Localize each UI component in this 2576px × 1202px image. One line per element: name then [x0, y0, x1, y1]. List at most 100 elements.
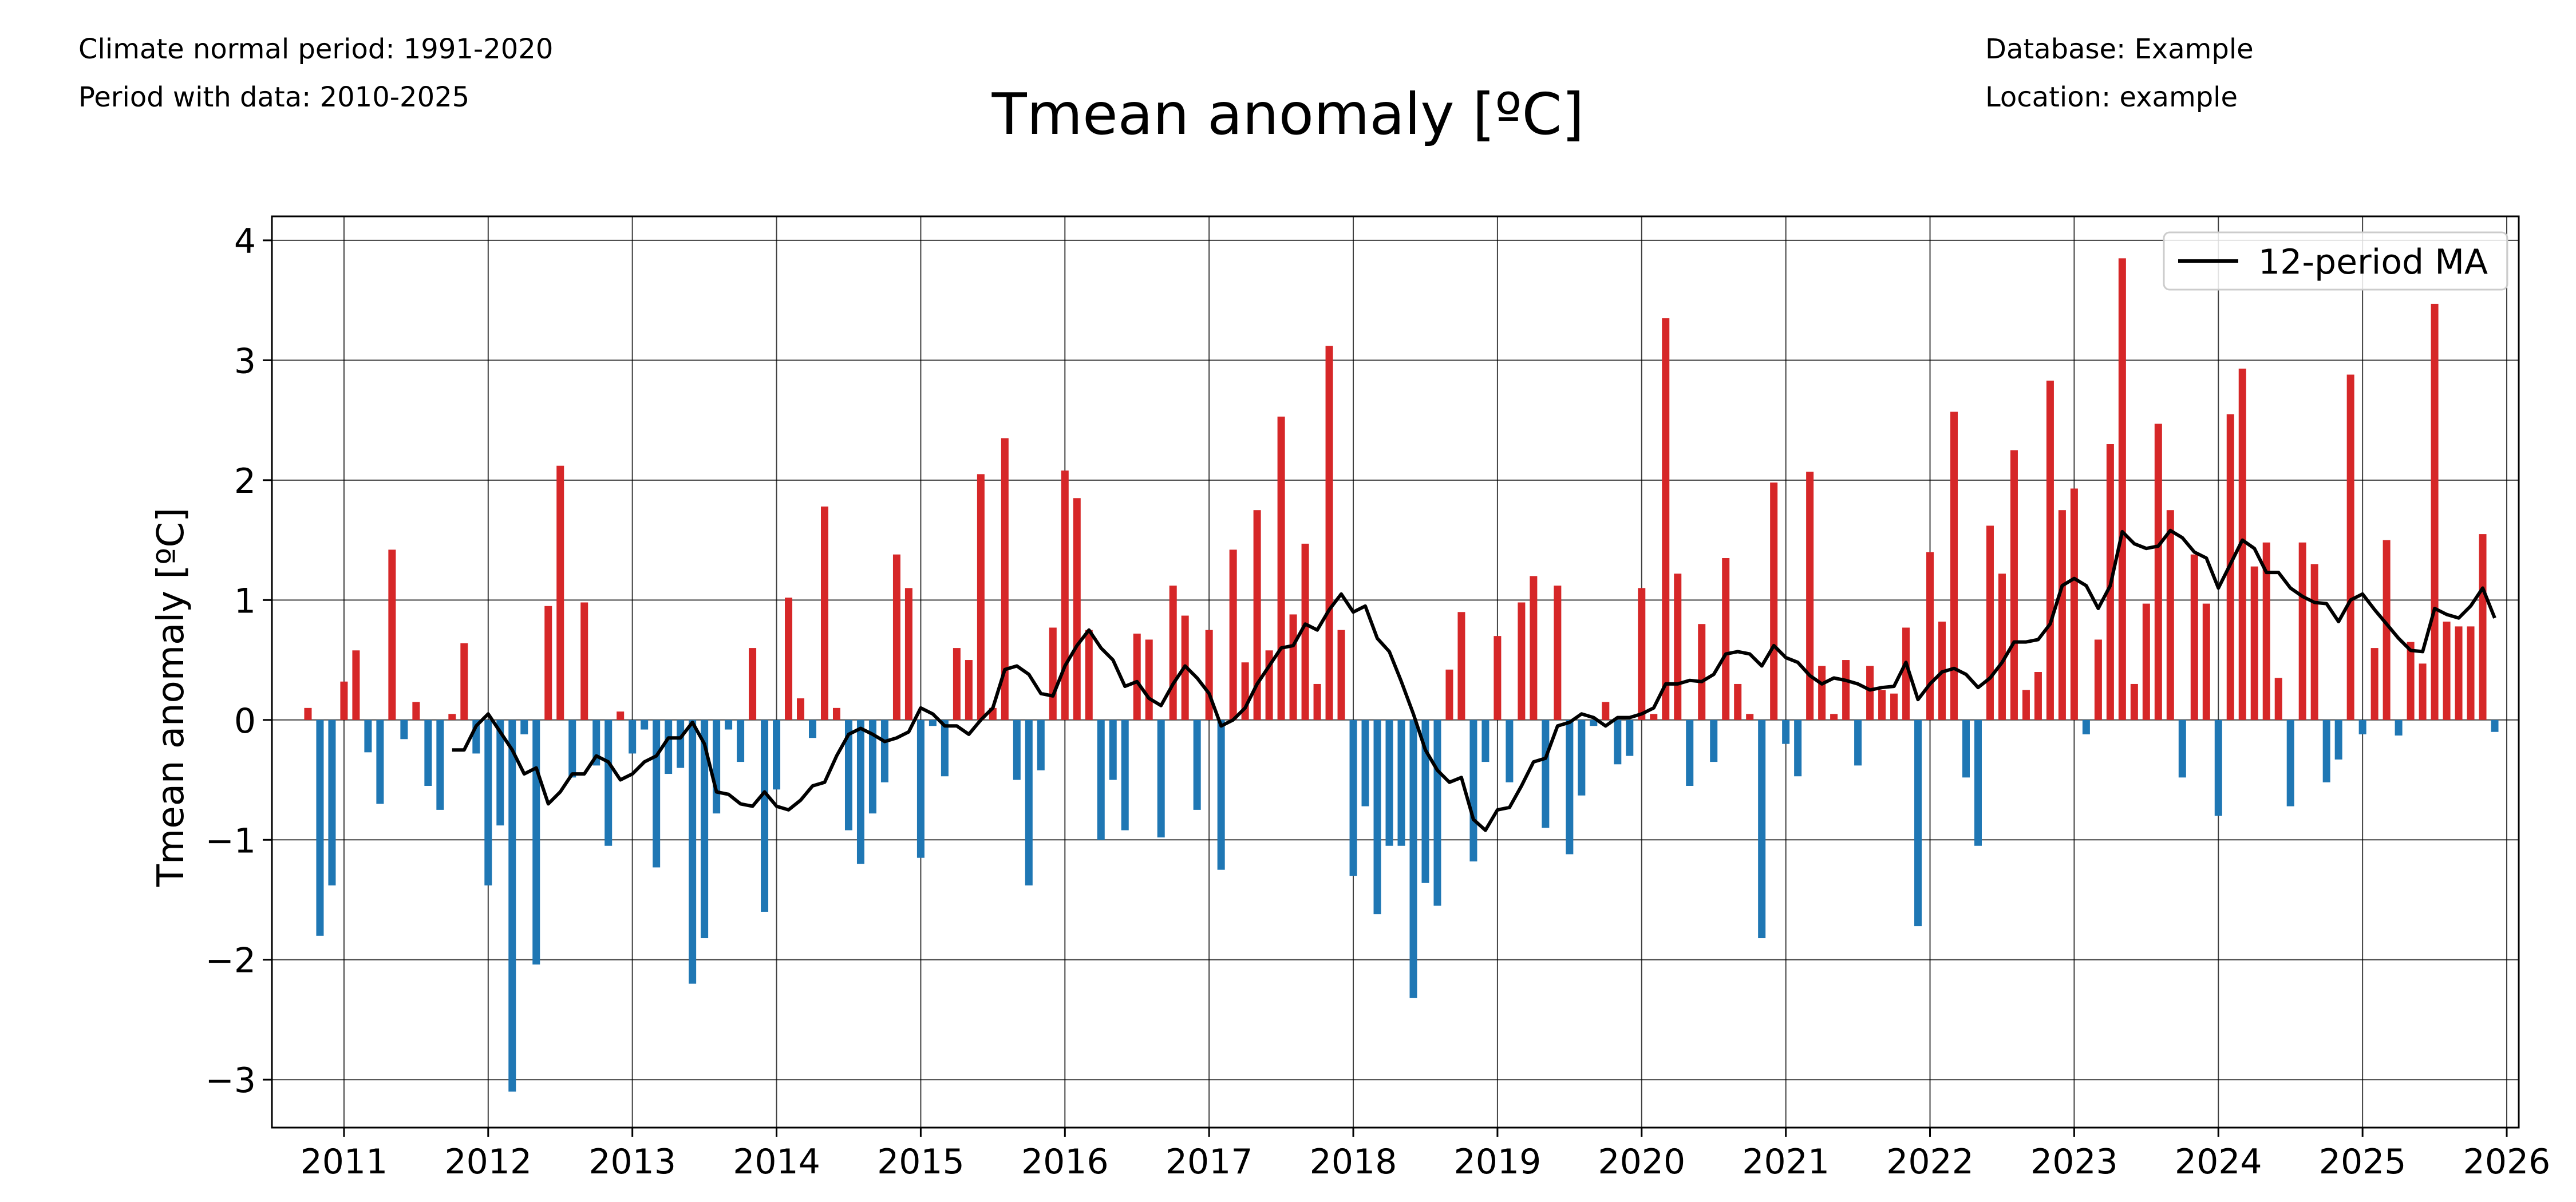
anomaly-bar: [1878, 690, 1886, 720]
anomaly-bar: [2250, 566, 2258, 720]
anomaly-bar: [1998, 574, 2006, 720]
anomaly-bar: [1866, 666, 1874, 720]
anomaly-bar: [1157, 719, 1165, 838]
anomaly-bar: [2154, 424, 2162, 720]
anomaly-bar: [1361, 719, 1369, 806]
anomaly-bar: [1457, 612, 1465, 720]
anomaly-bar: [941, 719, 949, 777]
y-tick-label: −3: [206, 1061, 256, 1101]
anomaly-bar: [2395, 719, 2403, 736]
anomaly-bar: [1385, 719, 1393, 846]
anomaly-bar: [1986, 525, 1994, 720]
anomaly-bar: [2419, 663, 2427, 720]
anomaly-bar: [809, 719, 817, 738]
anomaly-bar: [761, 719, 769, 912]
anomaly-bar: [1734, 683, 1742, 720]
anomaly-bar: [1650, 714, 1658, 720]
legend-box: [2163, 231, 2508, 291]
anomaly-bar: [605, 719, 613, 846]
x-tick-label: 2013: [588, 1142, 676, 1182]
anomaly-bar: [868, 719, 876, 814]
anomaly-bar: [965, 660, 973, 720]
anomaly-bar: [856, 719, 864, 864]
anomaly-bar: [2142, 603, 2150, 720]
anomaly-bar: [1337, 630, 1345, 720]
anomaly-bar: [1349, 719, 1357, 876]
anomaly-bar: [1614, 719, 1622, 765]
anomaly-bar: [568, 719, 576, 778]
location-label: Location: example: [1985, 81, 2238, 113]
anomaly-bar: [352, 650, 360, 720]
anomaly-bar: [1193, 719, 1201, 810]
anomaly-bar: [1301, 543, 1309, 720]
anomaly-bar: [1566, 719, 1574, 855]
anomaly-bar: [725, 719, 733, 730]
anomaly-bar: [2034, 672, 2042, 720]
anomaly-bar: [400, 719, 408, 740]
anomaly-bar: [316, 719, 324, 936]
anomaly-bar: [1590, 719, 1598, 726]
anomaly-bar: [1914, 719, 1922, 927]
anomaly-bar: [532, 719, 540, 965]
anomaly-bar: [1962, 719, 1970, 778]
anomaly-bar: [1902, 627, 1910, 720]
anomaly-bar: [701, 719, 709, 939]
anomaly-bar: [328, 719, 336, 885]
anomaly-bar: [832, 707, 841, 720]
anomaly-bar: [2178, 719, 2186, 778]
anomaly-bar: [916, 719, 924, 858]
y-tick-label: 2: [234, 461, 256, 501]
x-tick-label: 2016: [1021, 1142, 1109, 1182]
anomaly-bar: [2370, 648, 2379, 720]
anomaly-bar: [1770, 483, 1778, 720]
anomaly-bar: [713, 719, 721, 814]
anomaly-bar: [797, 698, 805, 720]
anomaly-bar: [1097, 719, 1105, 840]
moving-average: [452, 528, 2496, 832]
anomaly-bar: [2094, 639, 2102, 720]
anomaly-bar: [2190, 554, 2198, 720]
anomaly-bar: [1782, 719, 1790, 744]
anomaly-bar: [508, 719, 516, 1092]
anomaly-bar: [1674, 574, 1682, 720]
anomaly-bar: [1169, 586, 1177, 720]
anomaly-bar: [1397, 719, 1405, 846]
anomaly-bar: [2467, 626, 2475, 720]
anomaly-bar: [2082, 719, 2090, 734]
x-tick-label: 2023: [2030, 1142, 2118, 1182]
anomaly-bar: [677, 719, 685, 768]
anomaly-bar: [1037, 719, 1045, 770]
anomaly-bar: [1481, 719, 1490, 762]
anomaly-bar: [2346, 374, 2354, 720]
anomaly-bar: [304, 707, 312, 720]
anomaly-bar: [1578, 719, 1586, 796]
anomaly-bar: [2358, 719, 2366, 734]
anomaly-bar: [1554, 586, 1562, 720]
anomaly-bar: [2202, 603, 2210, 720]
y-tick-label: 3: [234, 341, 256, 381]
grid-lines: [272, 216, 2519, 1128]
anomaly-bar: [1073, 498, 1081, 720]
anomaly-bar: [1854, 719, 1862, 766]
x-tick-label: 2019: [1454, 1142, 1542, 1182]
x-tick-label: 2020: [1598, 1142, 1685, 1182]
anomaly-bar: [641, 719, 649, 730]
x-tick-label: 2012: [444, 1142, 532, 1182]
x-tick-label: 2026: [2463, 1142, 2551, 1182]
anomaly-bar: [892, 554, 900, 720]
anomaly-bar: [460, 643, 468, 720]
anomaly-bar: [1698, 624, 1706, 720]
anomaly-bar: [1830, 714, 1838, 720]
anomaly-bar: [2383, 540, 2391, 720]
x-tick-label: 2025: [2319, 1142, 2407, 1182]
anomaly-bar: [2130, 683, 2138, 720]
anomaly-bar: [2407, 642, 2415, 720]
x-tick-label: 2017: [1165, 1142, 1253, 1182]
anomaly-bar: [1494, 636, 1502, 720]
anomaly-bar: [1313, 683, 1321, 720]
anomaly-bar: [1518, 602, 1526, 720]
database-label: Database: Example: [1985, 33, 2254, 65]
anomaly-bar: [1373, 719, 1381, 915]
anomaly-bar: [424, 719, 432, 786]
